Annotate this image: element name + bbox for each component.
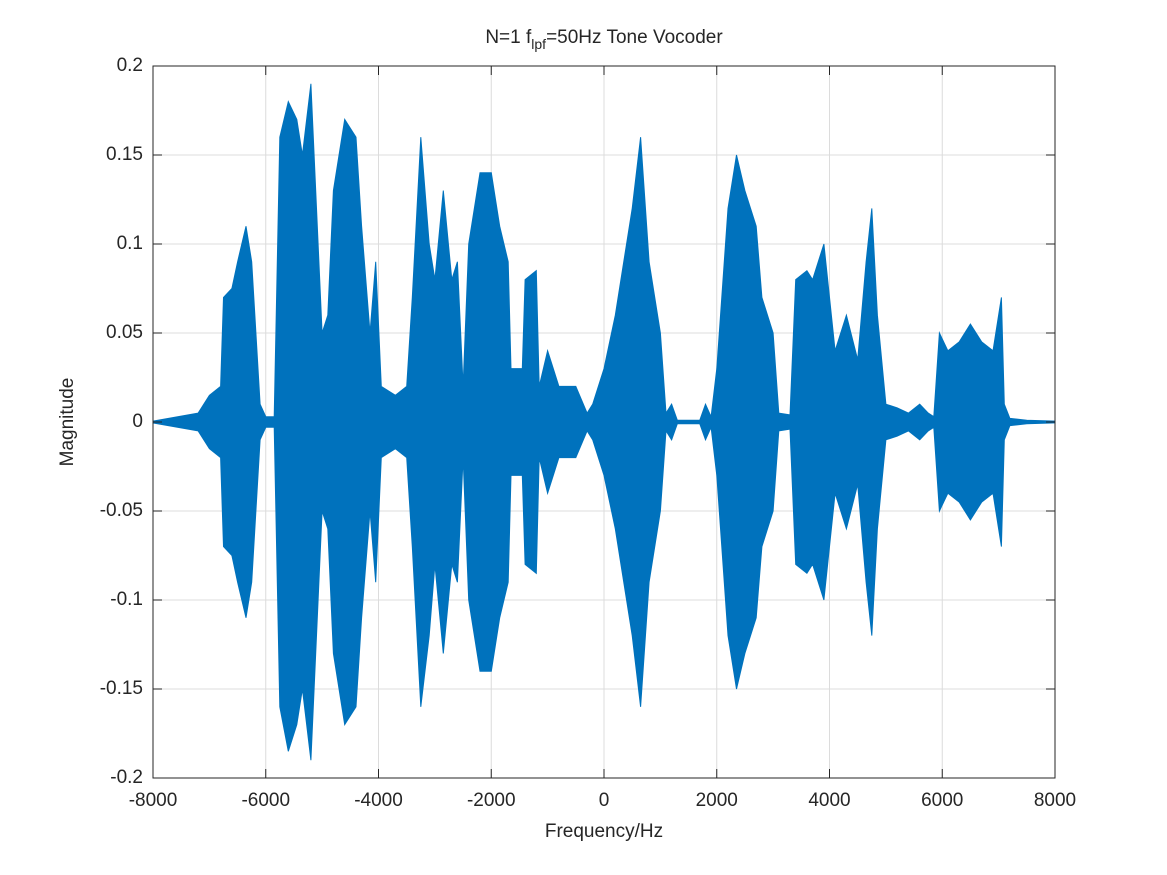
y-tick-label: 0.05 [106, 322, 143, 343]
x-tick-label: -6000 [241, 790, 290, 811]
title-subscript: lpf [531, 36, 546, 52]
y-tick-label: -0.15 [100, 678, 143, 699]
x-tick-label: 8000 [1034, 790, 1076, 811]
y-tick-label: -0.1 [110, 589, 143, 610]
x-axis-label: Frequency/Hz [545, 821, 663, 842]
x-tick-label: 4000 [808, 790, 850, 811]
x-tick-label: 2000 [696, 790, 738, 811]
x-tick-label: -4000 [354, 790, 403, 811]
y-tick-label: -0.2 [110, 767, 143, 788]
y-tick-label: -0.05 [100, 500, 143, 521]
title-rest: =50Hz Tone Vocoder [546, 27, 723, 48]
chart-title: N=1 flpf=50Hz Tone Vocoder [485, 27, 723, 52]
y-tick-label: 0 [132, 411, 143, 432]
y-tick-label: 0.1 [117, 233, 143, 254]
y-tick-label: 0.2 [117, 55, 143, 76]
x-tick-label: 6000 [921, 790, 963, 811]
x-tick-label: -2000 [467, 790, 516, 811]
x-tick-label: -8000 [129, 790, 178, 811]
x-tick-label: 0 [599, 790, 610, 811]
y-tick-label: 0.15 [106, 144, 143, 165]
y-axis-label: Magnitude [57, 378, 78, 467]
title-main: N=1 f [485, 27, 532, 48]
